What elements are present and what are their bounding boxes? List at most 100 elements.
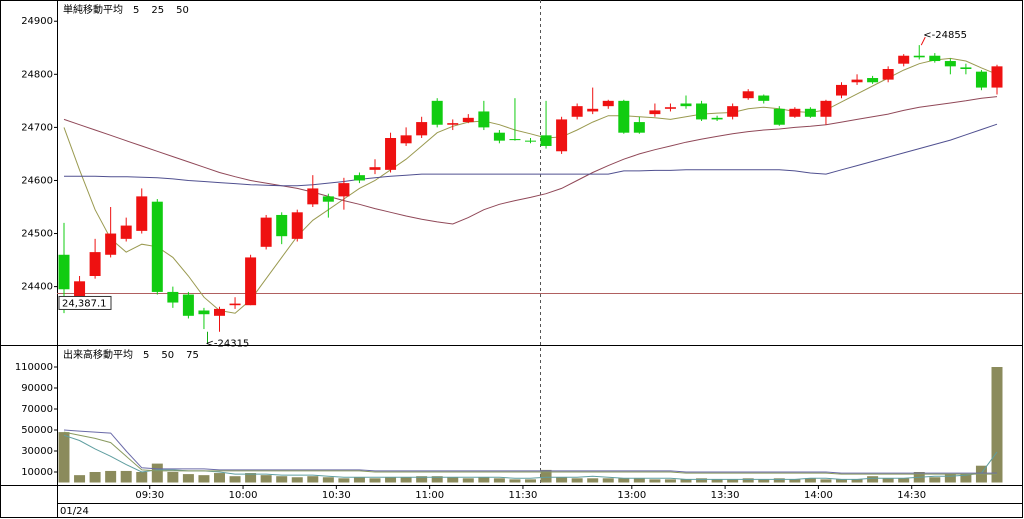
candle-body (245, 257, 257, 306)
candle-body (74, 281, 86, 300)
x-tick-label: 10:30 (322, 490, 351, 501)
candle-body (696, 103, 708, 120)
x-tick-label: 13:00 (617, 490, 646, 501)
candle-body (509, 139, 521, 141)
volume-bar (493, 478, 505, 483)
candle-body (462, 117, 474, 123)
y-tick-label: 24500 (21, 229, 53, 240)
volume-bar (431, 476, 443, 483)
y-tick-label: 90000 (21, 383, 53, 394)
candle-body (773, 108, 785, 125)
legend-title: 単純移動平均 (63, 3, 123, 16)
y-tick-label: 10000 (21, 467, 53, 478)
volume-bar (696, 478, 708, 483)
volume-bar (618, 478, 630, 483)
volume-bar (758, 479, 770, 483)
volume-bar (276, 476, 288, 483)
candle-body (322, 196, 334, 202)
y-tick-label: 70000 (21, 404, 53, 415)
candle-body (291, 212, 303, 239)
candle-body (229, 303, 241, 306)
candle-body (929, 55, 941, 62)
volume-bar (105, 470, 117, 483)
candle-body (727, 106, 739, 117)
candle-body (944, 61, 956, 67)
annotation: <-24855 (923, 30, 967, 41)
price-label: 24,387.1 (62, 298, 107, 309)
volume-bar (447, 477, 459, 483)
candle-body (975, 71, 987, 88)
candle-body (851, 79, 863, 83)
legend-entry: 5 (133, 5, 139, 16)
candle-body (447, 123, 459, 125)
volume-bar (820, 479, 832, 483)
volume-bar (602, 478, 614, 483)
candle-body (353, 175, 365, 181)
candle-body (680, 103, 692, 107)
volume-bar (898, 478, 910, 483)
y-tick-label: 110000 (15, 362, 53, 373)
volume-bar (462, 478, 474, 483)
candle-body (214, 308, 225, 316)
volume-bar (789, 479, 801, 483)
volume-bar (525, 479, 536, 483)
candle-body (338, 183, 350, 197)
volume-bar (291, 477, 303, 483)
y-tick-label: 24700 (21, 122, 53, 133)
volume-bar (742, 478, 754, 483)
volume-bar (587, 478, 599, 483)
volume-bar (960, 474, 972, 483)
volume-bar (260, 475, 272, 483)
volume-bar (773, 478, 785, 483)
volume-bar (307, 476, 319, 483)
volume-bar (385, 477, 397, 483)
candle-body (602, 100, 614, 107)
x-tick-label: 13:30 (711, 490, 740, 501)
x-tick-label: 09:30 (135, 490, 164, 501)
candle-body (120, 225, 132, 239)
price-label-box (58, 295, 112, 310)
volume-bar (369, 478, 381, 483)
volume-bar (509, 479, 521, 483)
volume-bar (664, 479, 676, 483)
candle-body (431, 100, 443, 125)
annotation: <-24315 (206, 339, 250, 350)
candle-body (804, 108, 816, 117)
volume-bar (58, 432, 70, 483)
candle-body (742, 91, 754, 99)
candle-body (307, 188, 319, 205)
volume-bar (338, 478, 350, 483)
candle-body (571, 106, 583, 117)
volume-bar (711, 479, 723, 483)
y-tick-label: 30000 (21, 446, 53, 457)
candle-body (478, 111, 490, 128)
ma-line (63, 434, 998, 480)
legend-entry: 50 (161, 350, 174, 361)
candle-body (167, 291, 179, 303)
candle-body (758, 95, 770, 101)
volume-bar (198, 475, 210, 483)
volume-bar (727, 479, 739, 483)
volume-bar (804, 478, 816, 483)
volume-bar (680, 479, 692, 483)
candle-body (649, 110, 661, 115)
candle-body (633, 122, 645, 133)
legend-entry: 50 (176, 5, 189, 16)
candle-body (882, 69, 894, 80)
candle-body (618, 100, 630, 133)
volume-bar (478, 477, 490, 483)
candle-body (867, 78, 879, 83)
x-tick-label: 11:00 (415, 490, 444, 501)
ma-line (63, 96, 998, 225)
volume-bar (151, 463, 163, 483)
candle-body (556, 119, 568, 152)
candle-body (913, 55, 925, 58)
candle-body (540, 135, 552, 146)
candle-body (416, 122, 428, 136)
candle-body (276, 214, 288, 237)
candle-body (525, 140, 536, 142)
candle-body (820, 100, 832, 117)
volume-bar (633, 478, 645, 483)
